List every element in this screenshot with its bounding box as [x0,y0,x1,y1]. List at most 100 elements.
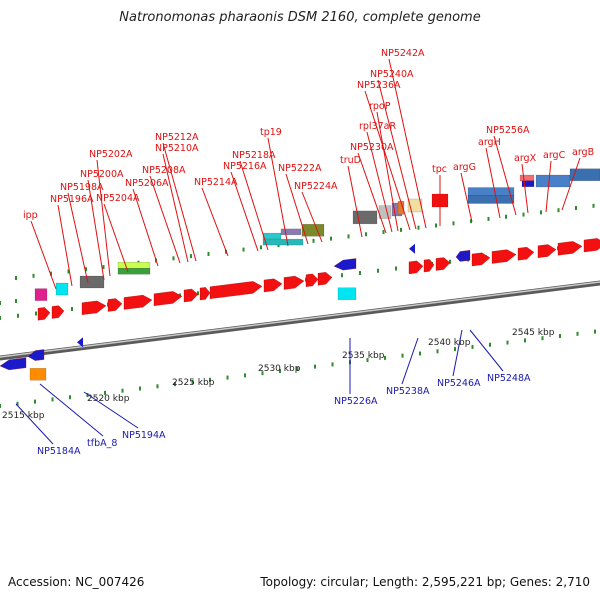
genome-summary-label: Topology: circular; Length: 2,595,221 bp… [260,575,590,589]
top-gene-label: NP5214A [194,177,238,188]
top-gene-label: tp19 [260,127,282,138]
map-title: Natronomonas pharaonis DSM 2160, complet… [119,10,481,25]
top-gene-label: NP5216A [223,161,267,172]
accession-label: Accession: NC_007426 [8,575,145,589]
top-gene-leader-line [545,160,552,213]
top-gene-label: argB [572,147,594,158]
top-gene-leader-line [103,203,129,273]
feature-box [262,238,304,246]
top-gene-label: NP5224A [294,181,338,192]
scale-label: 2520 kbp [87,394,130,404]
top-gene-label: NP5204A [96,193,140,204]
top-gene-leader-line [388,58,427,229]
bottom-gene-label: NP5248A [487,373,531,384]
forward-gene-arrow [81,300,107,315]
feature-box [569,168,600,181]
top-gene-leader-line [366,131,393,233]
top-gene-label: NP5242A [381,48,425,59]
forward-gene-arrow [209,281,263,299]
top-gene-leader-line [67,192,89,284]
forward-gene-arrow [305,273,319,287]
top-gene-leader-line [460,172,473,223]
reverse-gene-arrow [460,250,471,262]
top-gene-label: NP5230A [350,142,394,153]
forward-gene-arrow [408,260,424,275]
bottom-gene-label: NP5226A [334,396,378,407]
genome-backbone-highlight [0,281,600,358]
scale-label: 2545 kbp [512,328,555,338]
bottom-gene-leader-line [452,329,463,377]
top-gene-leader-line [493,135,517,216]
top-gene-label: NP5222A [278,163,322,174]
top-gene-leader-line [301,191,323,243]
top-gene-label: NP5208A [142,165,186,176]
forward-gene-arrow [423,259,435,273]
reverse-gene-arrow [333,258,357,271]
bottom-gene-leader-line [39,383,104,437]
forward-gene-arrow [123,294,153,310]
forward-gene-arrow [557,241,583,256]
reverse-gene-arrow [0,357,27,371]
reverse-gene-arrow [27,349,45,361]
forward-gene-arrow [471,252,491,267]
scale-label: 2515 kbp [2,411,45,421]
small-reverse-arrow [409,243,415,254]
feature-box [337,287,357,300]
top-gene-label: truD [340,155,361,166]
feature-box [407,198,423,213]
forward-gene-arrow [37,307,51,321]
bottom-gene-leader-line [15,403,54,445]
top-gene-leader-line [561,157,581,211]
top-gene-leader-line [285,173,309,245]
feature-box [117,268,151,275]
top-gene-leader-line [230,171,259,252]
feature-box [352,210,378,225]
feature-box [467,195,515,204]
forward-gene-arrow [583,238,600,253]
top-gene-leader-line [239,160,269,251]
bottom-gene-label: NP5184A [37,446,81,457]
feature-box [280,228,302,236]
top-gene-leader-line [96,159,111,277]
forward-gene-arrow [51,305,65,319]
top-gene-label: argH [478,137,501,148]
feature-box [519,174,535,182]
top-gene-leader-line [376,111,399,232]
top-gene-label: argG [453,162,476,173]
feature-box [535,174,571,188]
feature-box [467,187,515,196]
feature-box [29,368,47,381]
small-reverse-arrow [77,337,83,348]
forward-gene-arrow [263,278,283,293]
forward-gene-arrow [491,249,517,264]
feature-box [79,275,105,289]
scale-label: 2540 kbp [428,338,471,348]
top-gene-leader-line [357,152,387,234]
forward-gene-arrow [153,291,183,306]
forward-gene-arrow [435,257,451,271]
feature-box [521,180,535,187]
top-gene-leader-line [132,188,159,267]
forward-gene-arrow [283,275,305,290]
top-gene-label: rpoP [369,101,391,112]
top-gene-leader-line [521,163,529,214]
bottom-gene-label: NP5238A [386,386,430,397]
top-gene-leader-line [87,179,105,281]
feature-box [55,282,69,296]
scale-label: 2525 kbp [172,378,215,388]
top-gene-label: NP5256A [486,125,530,136]
top-gene-leader-line [364,90,411,231]
top-gene-leader-line [485,147,501,219]
bottom-gene-leader-line [469,329,504,372]
scale-label: 2530 kbp [258,364,301,374]
top-gene-label: NP5212A [155,132,199,143]
forward-gene-arrow [183,288,199,303]
forward-gene-arrow [199,287,211,301]
feature-box [117,262,151,269]
top-gene-label: ipp [23,210,38,221]
bottom-gene-label: tfbA_8 [87,438,117,449]
top-gene-leader-line [57,204,73,287]
top-gene-label: NP5200A [80,169,124,180]
feature-box [34,288,48,301]
